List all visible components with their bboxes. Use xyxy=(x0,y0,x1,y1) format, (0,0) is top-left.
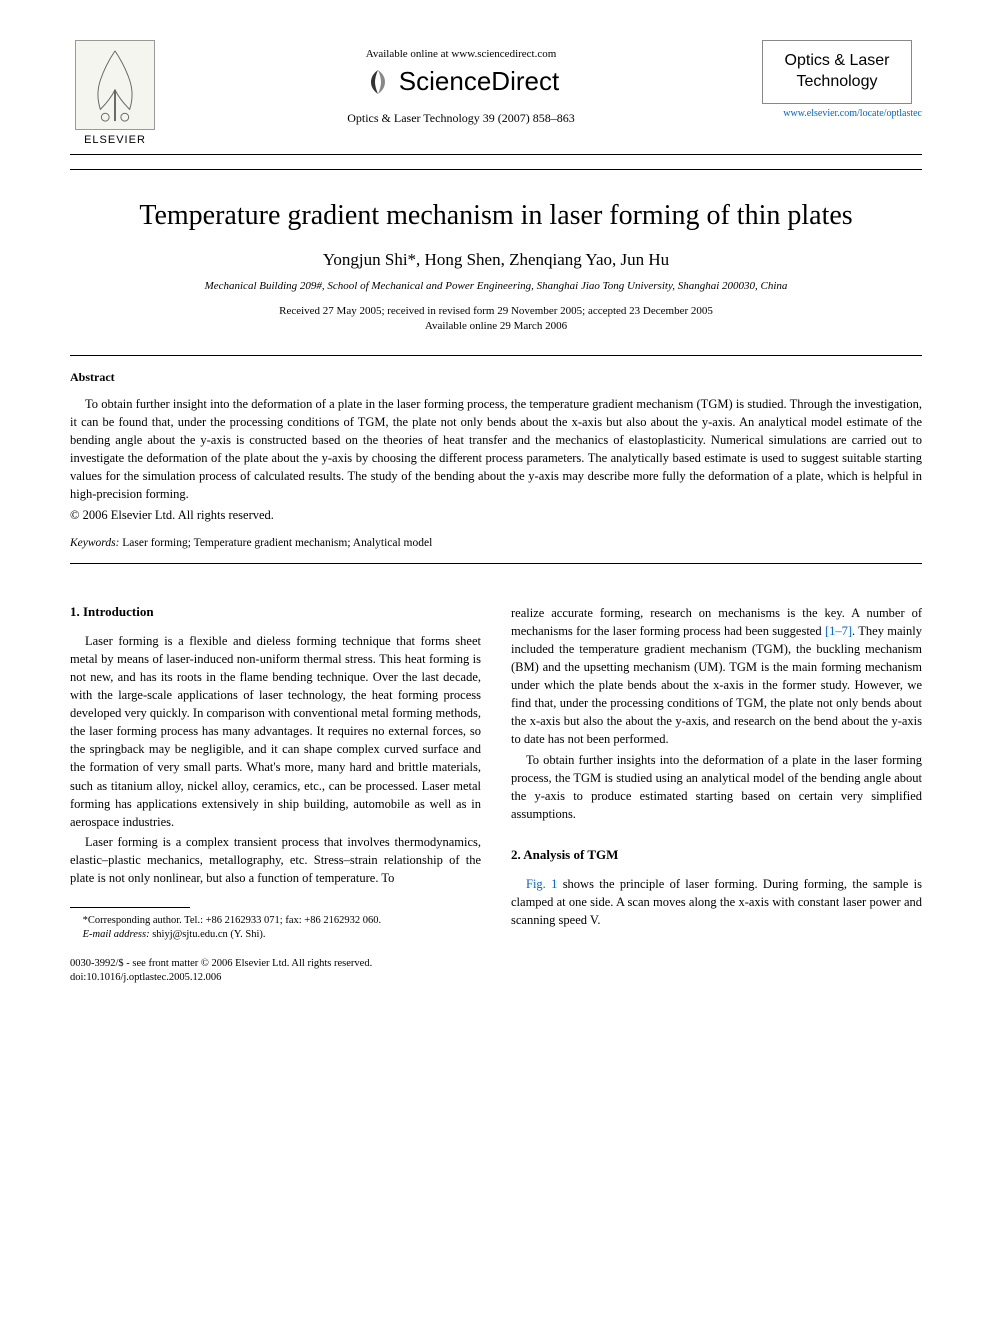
email-footnote: E-mail address: shiyj@sjtu.edu.cn (Y. Sh… xyxy=(70,928,481,942)
elsevier-logo-block: ELSEVIER xyxy=(70,40,160,146)
keywords-text: Laser forming; Temperature gradient mech… xyxy=(119,537,432,549)
footnote-separator xyxy=(70,907,190,908)
intro-paragraph-2-left: Laser forming is a complex transient pro… xyxy=(70,833,481,887)
intro-paragraph-2-right: realize accurate forming, research on me… xyxy=(511,604,922,749)
section-2-heading: 2. Analysis of TGM xyxy=(511,847,922,863)
abstract-copyright: © 2006 Elsevier Ltd. All rights reserved… xyxy=(70,508,922,523)
keywords-label: Keywords: xyxy=(70,537,119,549)
front-matter-line: 0030-3992/$ - see front matter © 2006 El… xyxy=(70,957,481,971)
journal-url-link[interactable]: www.elsevier.com/locate/optlastec xyxy=(762,108,922,119)
authors-line: Yongjun Shi*, Hong Shen, Zhenqiang Yao, … xyxy=(70,250,922,270)
journal-name-line2: Technology xyxy=(769,72,905,93)
abstract-heading: Abstract xyxy=(70,370,922,385)
figure-link-1[interactable]: Fig. 1 xyxy=(526,877,557,891)
intro-paragraph-3: To obtain further insights into the defo… xyxy=(511,751,922,824)
email-address: shiyj@sjtu.edu.cn (Y. Shi). xyxy=(150,929,266,940)
intro-paragraph-1: Laser forming is a flexible and dieless … xyxy=(70,632,481,831)
dates-online: Available online 29 March 2006 xyxy=(70,319,922,334)
header-rule-2 xyxy=(70,169,922,170)
dates-received: Received 27 May 2005; received in revise… xyxy=(70,304,922,319)
sciencedirect-logo: ScienceDirect xyxy=(160,66,762,97)
intro-p2c: . They mainly included the temperature g… xyxy=(511,624,922,747)
elsevier-tree-icon xyxy=(75,40,155,130)
sciencedirect-text: ScienceDirect xyxy=(399,66,559,97)
journal-reference: Optics & Laser Technology 39 (2007) 858–… xyxy=(160,111,762,126)
keywords-line: Keywords: Laser forming; Temperature gra… xyxy=(70,537,922,549)
available-online-text: Available online at www.sciencedirect.co… xyxy=(160,48,762,60)
journal-name-box: Optics & Laser Technology xyxy=(762,40,912,104)
dates-block: Received 27 May 2005; received in revise… xyxy=(70,304,922,335)
email-label: E-mail address: xyxy=(83,929,150,940)
journal-box-wrapper: Optics & Laser Technology www.elsevier.c… xyxy=(762,40,922,139)
abstract-text: To obtain further insight into the defor… xyxy=(70,395,922,504)
analysis-paragraph-1: Fig. 1 shows the principle of laser form… xyxy=(511,875,922,929)
right-column: realize accurate forming, research on me… xyxy=(511,604,922,985)
header-row: ELSEVIER Available online at www.science… xyxy=(70,40,922,146)
header-rule-1 xyxy=(70,154,922,155)
elsevier-label: ELSEVIER xyxy=(70,134,160,146)
corresponding-author-footnote: *Corresponding author. Tel.: +86 2162933… xyxy=(70,914,481,928)
section-1-heading: 1. Introduction xyxy=(70,604,481,620)
sciencedirect-icon xyxy=(363,67,393,97)
paper-title: Temperature gradient mechanism in laser … xyxy=(70,200,922,232)
journal-name-line1: Optics & Laser xyxy=(769,51,905,72)
left-column: 1. Introduction Laser forming is a flexi… xyxy=(70,604,481,985)
affiliation-line: Mechanical Building 209#, School of Mech… xyxy=(70,280,922,292)
doi-line: doi:10.1016/j.optlastec.2005.12.006 xyxy=(70,971,481,985)
citation-link-1-7[interactable]: [1–7] xyxy=(825,624,852,638)
analysis-p1b: shows the principle of laser forming. Du… xyxy=(511,877,922,927)
abstract-block: Abstract To obtain further insight into … xyxy=(70,355,922,564)
body-columns: 1. Introduction Laser forming is a flexi… xyxy=(70,604,922,985)
header-center: Available online at www.sciencedirect.co… xyxy=(160,40,762,126)
